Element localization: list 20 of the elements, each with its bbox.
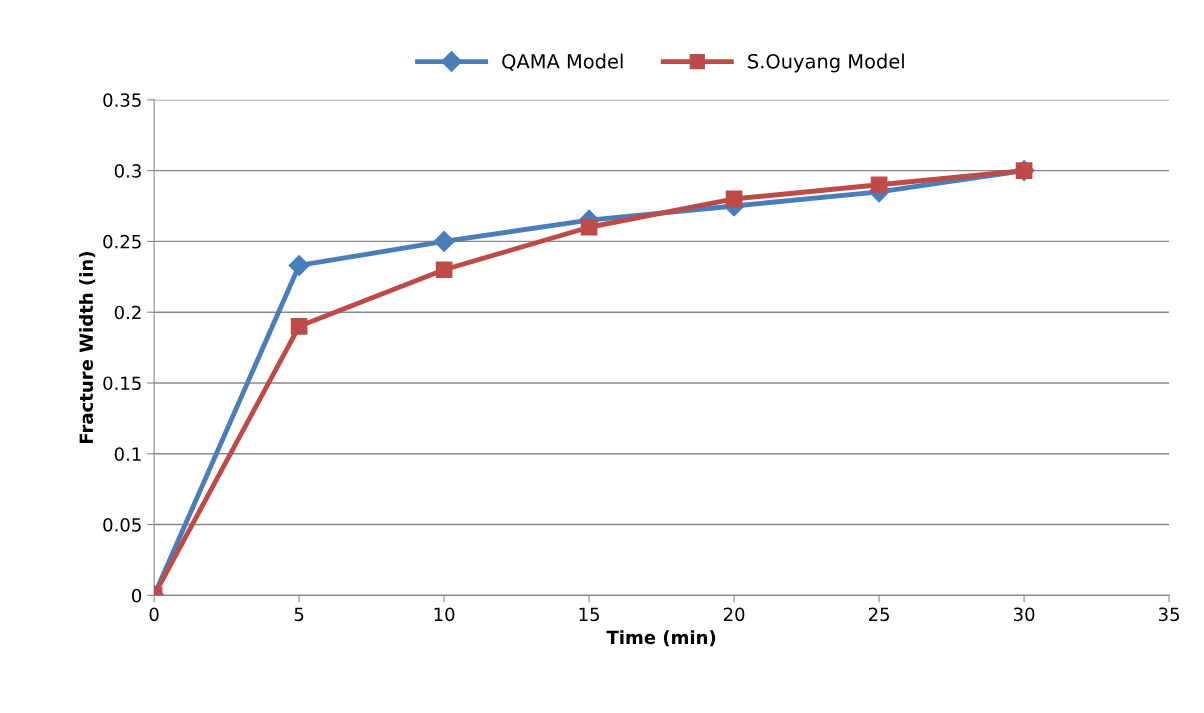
x-tick-label: 5 <box>294 607 304 622</box>
y-tick-label: 0 <box>132 588 142 603</box>
y-tick-label: 0.05 <box>103 518 141 532</box>
y-tick-label: 0.35 <box>103 93 141 107</box>
y-tick-label: 0.15 <box>103 376 141 391</box>
x-tick-label: 15 <box>579 607 600 622</box>
legend-label: QAMA Model <box>502 53 623 71</box>
y-tick-label: 0.1 <box>114 447 141 461</box>
y-axis-title: Fracture Width (in) <box>79 252 96 444</box>
x-axis-title: Time (min) <box>606 630 716 647</box>
y-tick-label: 0.25 <box>103 234 141 249</box>
x-tick-label: 0 <box>149 607 159 622</box>
x-tick-label: 30 <box>1013 607 1035 622</box>
x-tick-label: 20 <box>723 607 745 622</box>
legend-label: S.Ouyang Model <box>748 53 904 73</box>
x-tick-label: 25 <box>868 607 889 622</box>
x-tick-label: 35 <box>1158 607 1179 622</box>
x-tick-label: 10 <box>434 607 455 622</box>
y-tick-label: 0.3 <box>114 164 141 178</box>
y-tick-label: 0.2 <box>114 305 141 320</box>
